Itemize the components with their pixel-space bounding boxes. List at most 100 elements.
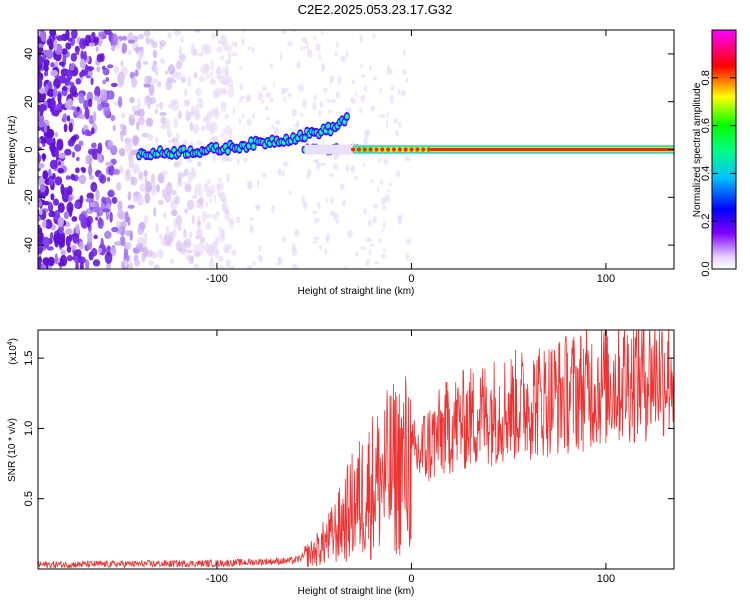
spectrogram-noise-blob xyxy=(88,42,95,47)
spectrogram-noise-blob xyxy=(121,42,128,54)
spectrogram-noise-blob xyxy=(111,196,118,204)
spectrogram-noise-blob xyxy=(121,35,128,41)
main-line-dot xyxy=(426,147,431,152)
spectrogram-faint-blob xyxy=(300,46,303,51)
spectrogram-noise-blob xyxy=(224,125,232,136)
spectrogram-xtick-label: 100 xyxy=(597,273,615,285)
spectrogram-noise-blob xyxy=(104,230,112,239)
spectrogram-noise-blob xyxy=(197,97,202,104)
spectrogram-noise-blob xyxy=(202,64,207,70)
spectrogram-noise-blob xyxy=(229,219,234,229)
spectrogram-faint-blob xyxy=(229,265,235,269)
spectrogram-faint-blob xyxy=(318,110,322,117)
spectrogram-noise-blob xyxy=(102,79,107,85)
spectrogram-noise-blob xyxy=(47,88,55,97)
spectrogram-faint-blob xyxy=(272,82,276,88)
spectrogram-noise-blob xyxy=(177,110,182,120)
spectrogram-noise-blob xyxy=(157,172,165,184)
colorbar-label: Normalized spectral amplitude xyxy=(692,82,703,217)
spectrogram-noise-blob xyxy=(197,51,204,57)
spectrogram-noise-blob xyxy=(45,128,54,139)
spectrogram-noise-blob xyxy=(85,154,93,165)
spectrogram-noise-blob xyxy=(134,259,141,267)
spectrogram-noise-blob xyxy=(138,171,144,181)
spectrogram-noise-blob xyxy=(67,98,74,109)
spectrogram-noise-blob xyxy=(71,216,78,222)
spectrogram-noise-blob xyxy=(217,177,222,183)
spectrogram-faint-blob xyxy=(291,242,296,252)
spectrogram-faint-blob xyxy=(298,84,304,92)
spectrogram-faint-blob xyxy=(336,40,339,49)
spectrogram-noise-blob xyxy=(50,69,59,77)
snr-multiplier: (x104) xyxy=(7,338,19,365)
spectrogram-xtick-label: -100 xyxy=(206,273,228,285)
spectrogram-faint-blob xyxy=(321,30,324,36)
spectrogram-noise-blob xyxy=(209,71,214,78)
spectrogram-noise-blob xyxy=(150,173,155,184)
band-core xyxy=(303,136,307,140)
spectrogram-noise-blob xyxy=(76,156,80,162)
spectrogram-noise-blob xyxy=(79,261,84,269)
spectrogram-noise-blob xyxy=(191,194,198,199)
spectrogram-noise-blob xyxy=(158,234,163,239)
spectrogram-noise-blob xyxy=(38,208,43,216)
spectrogram-noise-blob xyxy=(104,251,113,264)
spectrogram-noise-blob xyxy=(131,114,136,120)
spectrogram-faint-blob xyxy=(390,84,394,92)
spectrogram-noise-blob xyxy=(191,214,195,225)
spectrogram-noise-blob xyxy=(189,121,194,132)
spectrogram-faint-blob xyxy=(377,157,382,163)
spectrogram-noise-blob xyxy=(78,92,85,104)
spectrogram-faint-blob xyxy=(354,175,359,180)
spectrogram-faint-blob xyxy=(397,87,401,96)
snr-multiplier-base: (x10 xyxy=(8,345,19,365)
spectrogram-noise-blob xyxy=(139,183,147,193)
spectrogram-noise-blob xyxy=(147,104,151,110)
spectrogram-noise-blob xyxy=(131,105,139,113)
spectrogram-faint-blob xyxy=(261,85,267,91)
spectrogram-noise-blob xyxy=(144,192,151,204)
spectrogram-noise-blob xyxy=(204,200,209,208)
spectrogram-panel: -100 0 100 -40 -20 0 20 40 Height of straight l… xyxy=(7,29,675,297)
spectrogram-noise-blob xyxy=(197,220,202,228)
colorbar-tick-label: 0.0 xyxy=(700,261,712,276)
spectrogram-noise-blob xyxy=(70,173,76,181)
spectrogram-noise-blob xyxy=(86,66,95,71)
snr-multiplier-close: ) xyxy=(8,338,19,341)
spectrogram-faint-blob xyxy=(405,238,412,244)
spectrogram-noise-blob xyxy=(124,229,132,237)
main-line-dot xyxy=(415,147,420,152)
spectrogram-noise-blob xyxy=(207,185,216,195)
spectrogram-faint-blob xyxy=(300,113,304,117)
spectrogram-noise-blob xyxy=(201,69,207,76)
spectrogram-noise-blob xyxy=(164,192,172,203)
spectrogram-faint-blob xyxy=(360,246,367,250)
spectrogram-noise-blob xyxy=(174,195,181,205)
spectrogram-faint-blob xyxy=(345,164,350,172)
spectrogram-faint-blob xyxy=(386,111,389,117)
spectrogram-noise-blob xyxy=(220,55,225,61)
spectrogram-noise-blob xyxy=(205,62,210,75)
band-core xyxy=(343,120,346,124)
spectrogram-noise-blob xyxy=(141,252,146,263)
spectrogram-faint-blob xyxy=(240,95,246,100)
spectrogram-noise-blob xyxy=(173,161,180,168)
spectrogram-noise-blob xyxy=(91,142,97,149)
spectrogram-faint-blob xyxy=(329,210,336,217)
spectrogram-noise-blob xyxy=(66,254,73,262)
spectrogram-noise-blob xyxy=(205,122,212,132)
spectrogram-noise-blob xyxy=(60,249,66,256)
spectrogram-noise-blob xyxy=(39,184,46,193)
spectrogram-faint-blob xyxy=(242,113,245,119)
colorbar-tick-label: 0.8 xyxy=(700,70,712,85)
spectrogram-faint-blob xyxy=(380,180,383,185)
spectrogram-noise-blob xyxy=(71,151,76,159)
spectrogram-faint-blob xyxy=(218,265,225,269)
spectrogram-faint-blob xyxy=(339,183,345,191)
spectrogram-noise-blob xyxy=(53,233,59,244)
spectrogram-faint-blob xyxy=(283,95,286,103)
spectrogram-noise-blob xyxy=(116,182,122,191)
spectrogram-noise-blob xyxy=(148,259,154,266)
spectrogram-faint-blob xyxy=(224,68,229,76)
spectrogram-faint-blob xyxy=(269,97,274,104)
